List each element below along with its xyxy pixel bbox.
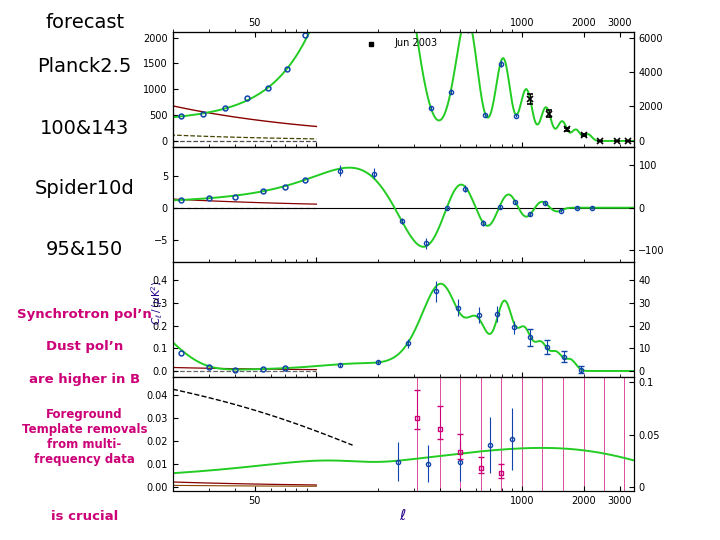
Text: Spider10d: Spider10d — [35, 179, 135, 198]
Text: Foreground
Template removals
from multi-
frequency data: Foreground Template removals from multi-… — [22, 408, 148, 465]
Text: are higher in B: are higher in B — [29, 373, 140, 386]
Text: Planck
Satellite: Planck Satellite — [657, 165, 685, 178]
Text: forecast: forecast — [45, 14, 124, 32]
X-axis label: $\ell$: $\ell$ — [400, 508, 407, 523]
Text: is crucial: is crucial — [51, 510, 118, 523]
Text: 95&150: 95&150 — [46, 240, 123, 259]
Text: Spider
Balloon: Spider Balloon — [658, 262, 685, 275]
Text: Jun 2003: Jun 2003 — [394, 38, 437, 48]
Text: Planck2.5: Planck2.5 — [37, 57, 132, 76]
Text: Dust pol’n: Dust pol’n — [46, 340, 123, 353]
Text: $C_\ell\,/\,(\mu{\rm K}^2)$: $C_\ell\,/\,(\mu{\rm K}^2)$ — [150, 280, 166, 325]
Text: 100&143: 100&143 — [40, 119, 129, 138]
Text: Focal
Plane: Focal Plane — [662, 401, 681, 414]
Text: Synchrotron pol’n: Synchrotron pol’n — [17, 308, 152, 321]
